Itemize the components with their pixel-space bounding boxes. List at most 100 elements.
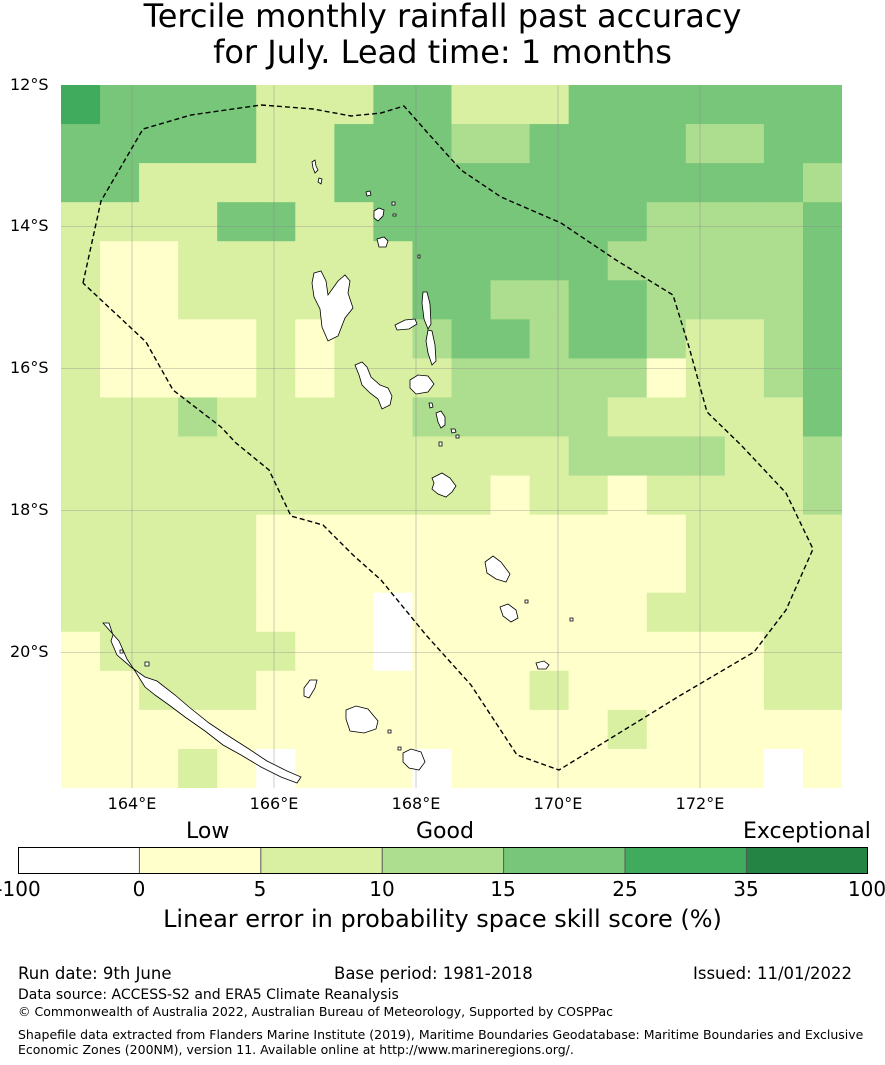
colorbar-swatch-0 (18, 847, 140, 874)
skill-cell (139, 124, 179, 164)
skill-cell (763, 358, 804, 399)
skill-cell (724, 514, 765, 555)
skill-cell (568, 553, 609, 594)
skill-cell (529, 358, 570, 399)
skill-cell (373, 592, 414, 633)
skill-cell (763, 670, 804, 711)
skill-cell (607, 553, 648, 594)
skill-cell (61, 670, 101, 711)
skill-cell (100, 202, 140, 242)
skill-cell (100, 748, 140, 788)
skill-cell (529, 709, 570, 750)
skill-cell (763, 709, 804, 750)
lon-label-172e: 172°E (675, 794, 725, 813)
skill-cell (763, 124, 804, 164)
skill-cell (802, 241, 842, 281)
skill-cell (295, 85, 335, 125)
skill-cell (490, 631, 531, 672)
skill-cell (295, 670, 335, 711)
skill-cell (724, 85, 765, 125)
skill-cell (256, 202, 296, 242)
island-tanna (499, 603, 519, 623)
skill-cell (412, 124, 453, 164)
skill-cell (412, 631, 453, 672)
skill-cell (178, 553, 218, 594)
skill-cell (334, 163, 374, 203)
skill-cell (61, 553, 101, 594)
skill-map (61, 85, 842, 788)
skill-cell (568, 592, 609, 633)
skill-cell (529, 748, 570, 788)
skill-cell (217, 85, 257, 125)
skill-cell (217, 358, 257, 399)
skill-cell (373, 709, 414, 750)
category-low: Low (186, 819, 230, 844)
skill-cell (490, 670, 531, 711)
skill-cell (451, 514, 492, 555)
skill-cell (802, 709, 842, 750)
skill-cell (802, 319, 842, 359)
skill-cell (373, 436, 414, 477)
skill-cell (100, 358, 140, 399)
skill-cell (139, 280, 179, 320)
skill-cell (529, 202, 570, 242)
skill-cell (139, 202, 179, 242)
skill-cell (412, 670, 453, 711)
skill-cell (607, 670, 648, 711)
island-aneityum (535, 660, 550, 670)
skill-cell (646, 241, 687, 281)
skill-cell (61, 436, 101, 477)
skill-cell (451, 748, 492, 788)
skill-cell (256, 670, 296, 711)
skill-cell (568, 358, 609, 399)
skill-cell (607, 85, 648, 125)
skill-cell (451, 631, 492, 672)
skill-cell (802, 748, 842, 788)
skill-cell (724, 709, 765, 750)
island-pentecost (425, 329, 437, 366)
skill-cell (295, 358, 335, 399)
skill-cell (451, 280, 492, 320)
copyright: © Commonwealth of Australia 2022, Austra… (18, 1004, 613, 1019)
skill-cell (568, 241, 609, 281)
skill-cell (607, 709, 648, 750)
skill-cell (802, 163, 842, 203)
skill-cell (217, 436, 257, 477)
skill-cell (763, 85, 804, 125)
island-banks (365, 190, 372, 197)
skill-cell (529, 514, 570, 555)
skill-cell (256, 280, 296, 320)
skill-cell (724, 163, 765, 203)
skill-cell (178, 241, 218, 281)
skill-cell (802, 553, 842, 594)
skill-cell (685, 241, 726, 281)
skill-cell (217, 553, 257, 594)
island-efate (431, 472, 457, 498)
skill-cell (646, 163, 687, 203)
skill-cell (451, 124, 492, 164)
skill-cell (256, 319, 296, 359)
island-lifou (345, 705, 379, 734)
skill-cell (685, 592, 726, 633)
skill-cell (763, 631, 804, 672)
skill-cell (685, 436, 726, 477)
skill-cell (490, 241, 531, 281)
skill-cell (256, 436, 296, 477)
skill-cell (646, 280, 687, 320)
skill-cell (61, 241, 101, 281)
skill-cell (802, 592, 842, 633)
skill-cell (451, 553, 492, 594)
skill-cell (178, 631, 218, 672)
base-period: Base period: 1981-2018 (334, 964, 533, 983)
skill-cell (685, 202, 726, 242)
skill-cell (763, 475, 804, 516)
skill-cell (373, 631, 414, 672)
skill-cell (373, 553, 414, 594)
skill-cell (412, 241, 453, 281)
skill-cell (529, 553, 570, 594)
skill-cell (646, 358, 687, 399)
colorbar-tick-4: 15 (490, 877, 516, 901)
skill-cell (217, 631, 257, 672)
skill-cell (295, 631, 335, 672)
title-line-1: Tercile monthly rainfall past accuracy (143, 0, 742, 35)
